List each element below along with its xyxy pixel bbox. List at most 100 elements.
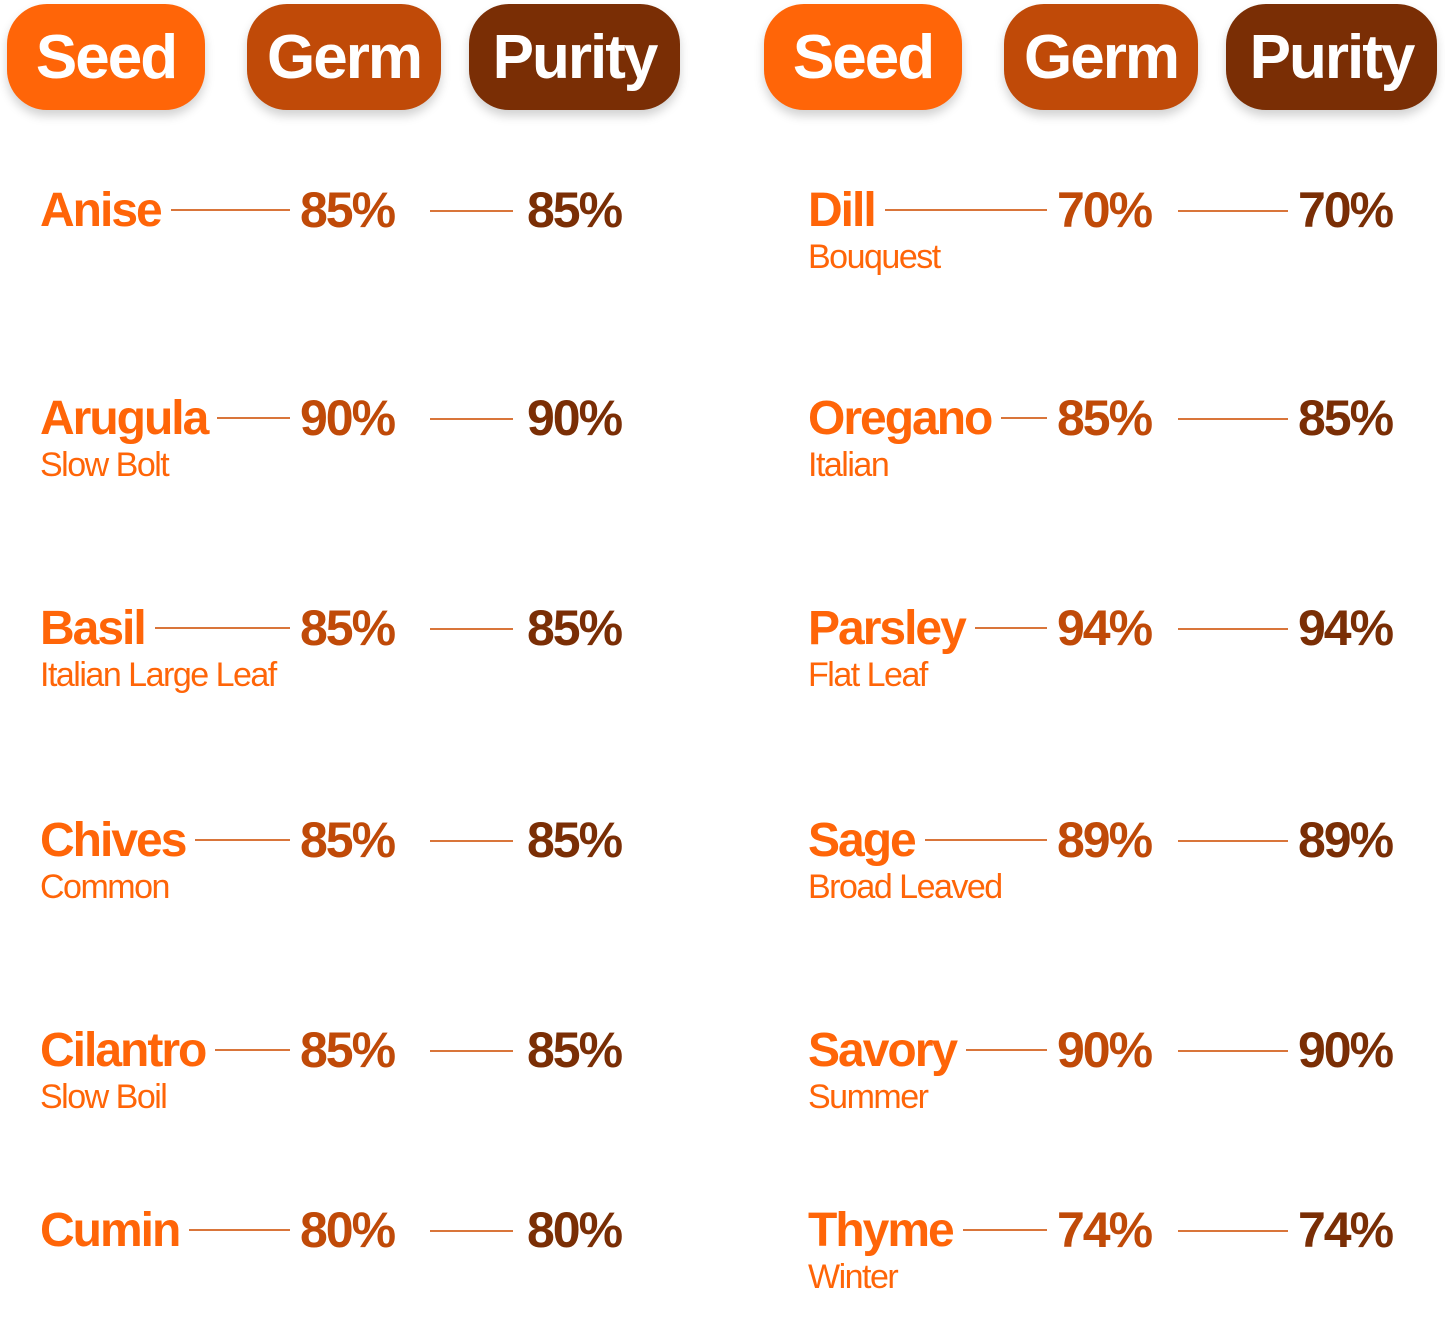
header-purity-left: Purity bbox=[469, 4, 680, 110]
purity-value: 85% bbox=[1298, 390, 1394, 446]
connector-line bbox=[924, 839, 1047, 841]
germination-value: 90% bbox=[1057, 1022, 1153, 1078]
connector-line bbox=[189, 1229, 290, 1231]
germination-value: 74% bbox=[1057, 1202, 1153, 1258]
connector-line bbox=[430, 628, 513, 630]
connector-line bbox=[974, 627, 1047, 629]
connector-line bbox=[430, 1230, 513, 1232]
purity-value: 90% bbox=[1298, 1022, 1394, 1078]
seed-name: Thyme bbox=[808, 1203, 955, 1257]
seed-variety: Slow Bolt bbox=[40, 446, 170, 484]
name-cell: Savory bbox=[808, 1022, 1047, 1078]
seed-name: Chives bbox=[40, 813, 187, 867]
germination-value: 94% bbox=[1057, 600, 1153, 656]
seed-name: Basil bbox=[40, 601, 147, 655]
seed-name: Cumin bbox=[40, 1203, 181, 1257]
name-cell: Arugula bbox=[40, 390, 290, 446]
name-cell: Dill bbox=[808, 182, 1047, 238]
seed-variety: Italian Large Leaf bbox=[40, 656, 277, 694]
purity-value: 80% bbox=[527, 1202, 623, 1258]
purity-value: 85% bbox=[527, 812, 623, 868]
seed-variety: Summer bbox=[808, 1078, 929, 1116]
name-cell: Parsley bbox=[808, 600, 1047, 656]
name-cell: Sage bbox=[808, 812, 1047, 868]
seed-variety: Broad Leaved bbox=[808, 868, 1003, 906]
seed-name: Arugula bbox=[40, 391, 209, 445]
seed-row: Thyme 74% 74% Winter bbox=[808, 1202, 1428, 1322]
name-cell: Thyme bbox=[808, 1202, 1047, 1258]
header-purity-right: Purity bbox=[1226, 4, 1437, 110]
seed-row: Savory 90% 90% Summer bbox=[808, 1022, 1428, 1142]
germination-value: 85% bbox=[300, 812, 396, 868]
germination-value: 89% bbox=[1057, 812, 1153, 868]
purity-value: 85% bbox=[527, 182, 623, 238]
germination-value: 80% bbox=[300, 1202, 396, 1258]
connector-line bbox=[1178, 1230, 1288, 1232]
seed-name: Parsley bbox=[808, 601, 967, 655]
seed-row: Cilantro 85% 85% Slow Boil bbox=[40, 1022, 660, 1142]
connector-line bbox=[1178, 1050, 1288, 1052]
seed-name: Anise bbox=[40, 183, 163, 237]
name-cell: Anise bbox=[40, 182, 290, 238]
header-germ-left: Germ bbox=[247, 4, 441, 110]
seed-row: Parsley 94% 94% Flat Leaf bbox=[808, 600, 1428, 720]
seed-variety: Slow Boil bbox=[40, 1078, 168, 1116]
purity-value: 85% bbox=[527, 600, 623, 656]
purity-value: 94% bbox=[1298, 600, 1394, 656]
connector-line bbox=[1178, 418, 1288, 420]
seed-row: Oregano 85% 85% Italian bbox=[808, 390, 1428, 510]
germination-value: 85% bbox=[300, 600, 396, 656]
connector-line bbox=[217, 417, 290, 419]
connector-line bbox=[1178, 628, 1288, 630]
seed-name: Sage bbox=[808, 813, 917, 867]
connector-line bbox=[430, 840, 513, 842]
purity-value: 89% bbox=[1298, 812, 1394, 868]
germination-value: 85% bbox=[300, 1022, 396, 1078]
header-seed-right: Seed bbox=[764, 4, 962, 110]
seed-variety: Flat Leaf bbox=[808, 656, 928, 694]
germination-value: 85% bbox=[300, 182, 396, 238]
connector-line bbox=[430, 1050, 513, 1052]
connector-line bbox=[215, 1049, 290, 1051]
header-seed-left: Seed bbox=[7, 4, 205, 110]
header-germ-right: Germ bbox=[1004, 4, 1198, 110]
seed-row: Sage 89% 89% Broad Leaved bbox=[808, 812, 1428, 932]
connector-line bbox=[962, 1229, 1047, 1231]
connector-line bbox=[195, 839, 290, 841]
name-cell: Cilantro bbox=[40, 1022, 290, 1078]
seed-row: Arugula 90% 90% Slow Bolt bbox=[40, 390, 660, 510]
connector-line bbox=[170, 209, 290, 211]
purity-value: 90% bbox=[527, 390, 623, 446]
seed-variety: Winter bbox=[808, 1258, 899, 1296]
connector-line bbox=[966, 1049, 1047, 1051]
connector-line bbox=[1178, 210, 1288, 212]
name-cell: Cumin bbox=[40, 1202, 290, 1258]
purity-value: 85% bbox=[527, 1022, 623, 1078]
name-cell: Oregano bbox=[808, 390, 1047, 446]
seed-row: Basil 85% 85% Italian Large Leaf bbox=[40, 600, 660, 720]
connector-line bbox=[1178, 840, 1288, 842]
seed-row: Dill 70% 70% Bouquest bbox=[808, 182, 1428, 302]
purity-value: 74% bbox=[1298, 1202, 1394, 1258]
seed-name: Savory bbox=[808, 1023, 958, 1077]
seed-name: Dill bbox=[808, 183, 877, 237]
connector-line bbox=[154, 627, 290, 629]
germination-value: 70% bbox=[1057, 182, 1153, 238]
seed-variety: Italian bbox=[808, 446, 890, 484]
connector-line bbox=[430, 418, 513, 420]
seed-name: Cilantro bbox=[40, 1023, 207, 1077]
seed-row: Cumin 80% 80% bbox=[40, 1202, 660, 1322]
name-cell: Basil bbox=[40, 600, 290, 656]
germination-value: 90% bbox=[300, 390, 396, 446]
seed-name: Oregano bbox=[808, 391, 993, 445]
seed-variety: Common bbox=[40, 868, 170, 906]
germination-value: 85% bbox=[1057, 390, 1153, 446]
connector-line bbox=[1001, 417, 1047, 419]
connector-line bbox=[430, 210, 513, 212]
name-cell: Chives bbox=[40, 812, 290, 868]
seed-row: Chives 85% 85% Common bbox=[40, 812, 660, 932]
connector-line bbox=[884, 209, 1047, 211]
seed-row: Anise 85% 85% bbox=[40, 182, 660, 302]
purity-value: 70% bbox=[1298, 182, 1394, 238]
seed-variety: Bouquest bbox=[808, 238, 941, 276]
